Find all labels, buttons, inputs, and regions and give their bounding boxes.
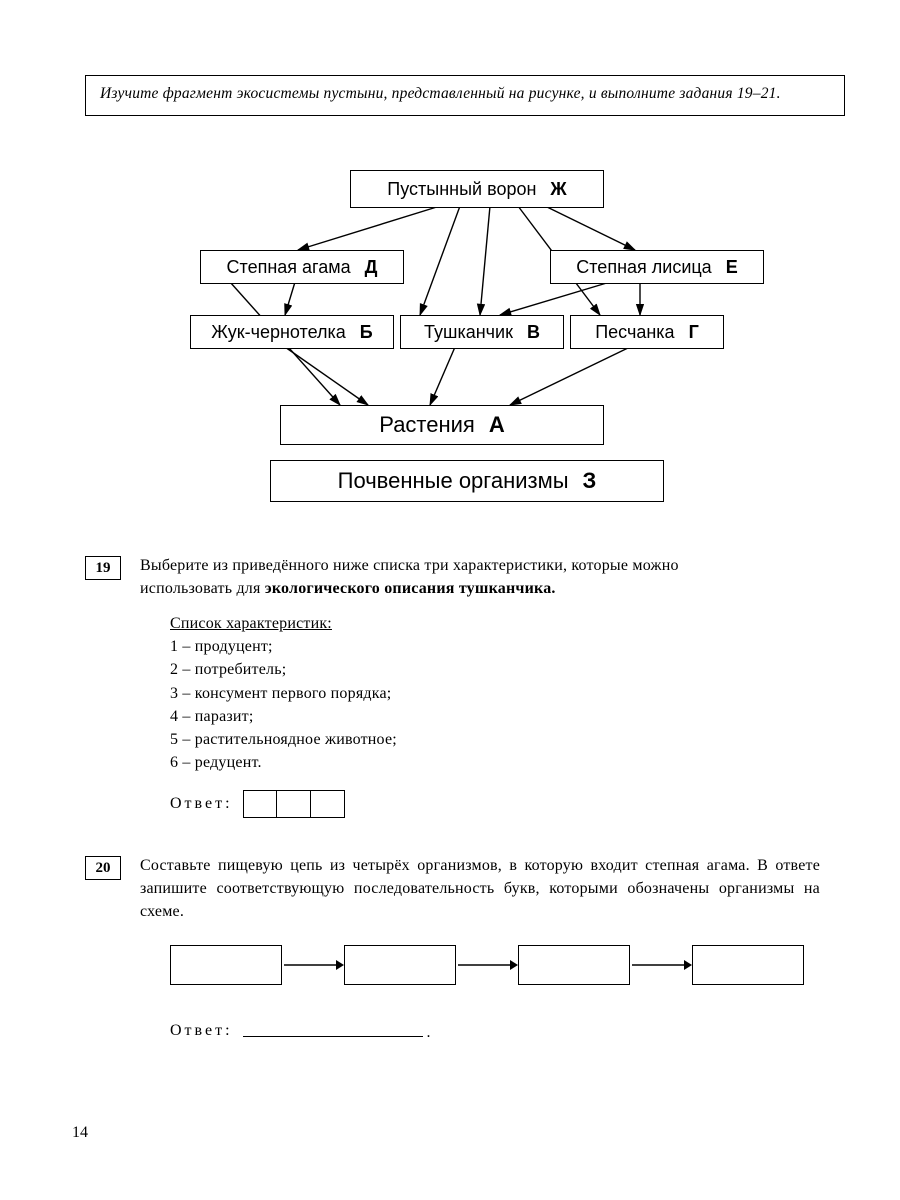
- node-tag: З: [583, 468, 597, 494]
- q20-body: Составьте пищевую цепь из четырёх органи…: [140, 857, 820, 920]
- q19-item-4: 4 – паразит;: [170, 708, 254, 725]
- node-tag: А: [489, 412, 505, 438]
- node-label: Степная лисица: [576, 257, 711, 278]
- node-jerboa: Тушканчик В: [400, 315, 564, 349]
- node-label: Степная агама: [227, 257, 351, 278]
- node-tag: Б: [360, 322, 373, 343]
- qnum-20-text: 20: [96, 860, 111, 876]
- chain-box[interactable]: [692, 945, 804, 985]
- question-number-19: 19: [85, 556, 121, 580]
- page-number-text: 14: [72, 1124, 88, 1141]
- q20-answer-line[interactable]: .: [243, 1020, 431, 1042]
- node-tag: Ж: [550, 179, 566, 200]
- node-label: Растения: [379, 412, 475, 438]
- instruction-box: Изучите фрагмент экосистемы пустыни, пре…: [85, 75, 845, 116]
- q19-item-3: 3 – консумент первого порядка;: [170, 685, 391, 702]
- q19-line2: использовать для: [140, 580, 265, 597]
- q20-chain: [170, 945, 804, 985]
- answer-cell[interactable]: [311, 790, 345, 818]
- node-label: Песчанка: [595, 322, 674, 343]
- q19-list: Список характеристик: 1 – продуцент; 2 –…: [170, 612, 820, 774]
- answer-cell[interactable]: [277, 790, 311, 818]
- node-soil: Почвенные организмы З: [270, 460, 664, 502]
- node-gerbil: Песчанка Г: [570, 315, 724, 349]
- qnum-19-text: 19: [96, 560, 111, 576]
- q19-answer-label: Ответ:: [170, 795, 233, 813]
- node-tag: Г: [689, 322, 699, 343]
- chain-box[interactable]: [518, 945, 630, 985]
- chain-box[interactable]: [344, 945, 456, 985]
- q19-bold: экологического описания тушканчика.: [265, 580, 556, 597]
- chain-box[interactable]: [170, 945, 282, 985]
- chain-arrow-icon: [282, 958, 344, 972]
- page-number: 14: [72, 1124, 88, 1142]
- node-beetle: Жук-чернотелка Б: [190, 315, 394, 349]
- chain-arrow-icon: [456, 958, 518, 972]
- node-tag: Д: [365, 257, 378, 278]
- q19-item-5: 5 – растительноядное животное;: [170, 731, 397, 748]
- q19-item-2: 2 – потребитель;: [170, 661, 286, 678]
- node-agama: Степная агама Д: [200, 250, 404, 284]
- question-20-text: Составьте пищевую цепь из четырёх органи…: [140, 854, 820, 924]
- node-label: Тушканчик: [424, 322, 513, 343]
- node-tag: Е: [726, 257, 738, 278]
- chain-arrow-icon: [630, 958, 692, 972]
- answer-cell[interactable]: [243, 790, 277, 818]
- node-plants: Растения А: [280, 405, 604, 445]
- q20-answer-row: Ответ: .: [170, 1020, 431, 1042]
- question-19-text: Выберите из приведённого ниже списка три…: [140, 554, 820, 600]
- q19-item-6: 6 – редуцент.: [170, 754, 262, 771]
- q20-answer-label: Ответ:: [170, 1022, 233, 1040]
- page: Изучите фрагмент экосистемы пустыни, пре…: [0, 0, 900, 1200]
- q19-item-1: 1 – продуцент;: [170, 638, 273, 655]
- node-label: Жук-чернотелка: [211, 322, 345, 343]
- instruction-text: Изучите фрагмент экосистемы пустыни, пре…: [100, 85, 781, 102]
- question-number-20: 20: [85, 856, 121, 880]
- q19-line1: Выберите из приведённого ниже списка три…: [140, 557, 679, 574]
- node-label: Пустынный ворон: [387, 179, 536, 200]
- q19-list-title: Список характеристик:: [170, 615, 332, 632]
- node-tag: В: [527, 322, 540, 343]
- q19-answer-grid[interactable]: [243, 790, 345, 818]
- q20-answer-trailing: .: [423, 1024, 431, 1041]
- node-label: Почвенные организмы: [338, 468, 569, 494]
- q19-answer-row: Ответ:: [170, 790, 345, 818]
- node-raven: Пустынный ворон Ж: [350, 170, 604, 208]
- node-fox: Степная лисица Е: [550, 250, 764, 284]
- food-web-diagram: Пустынный ворон Ж Степная агама Д Степная ли…: [140, 160, 760, 510]
